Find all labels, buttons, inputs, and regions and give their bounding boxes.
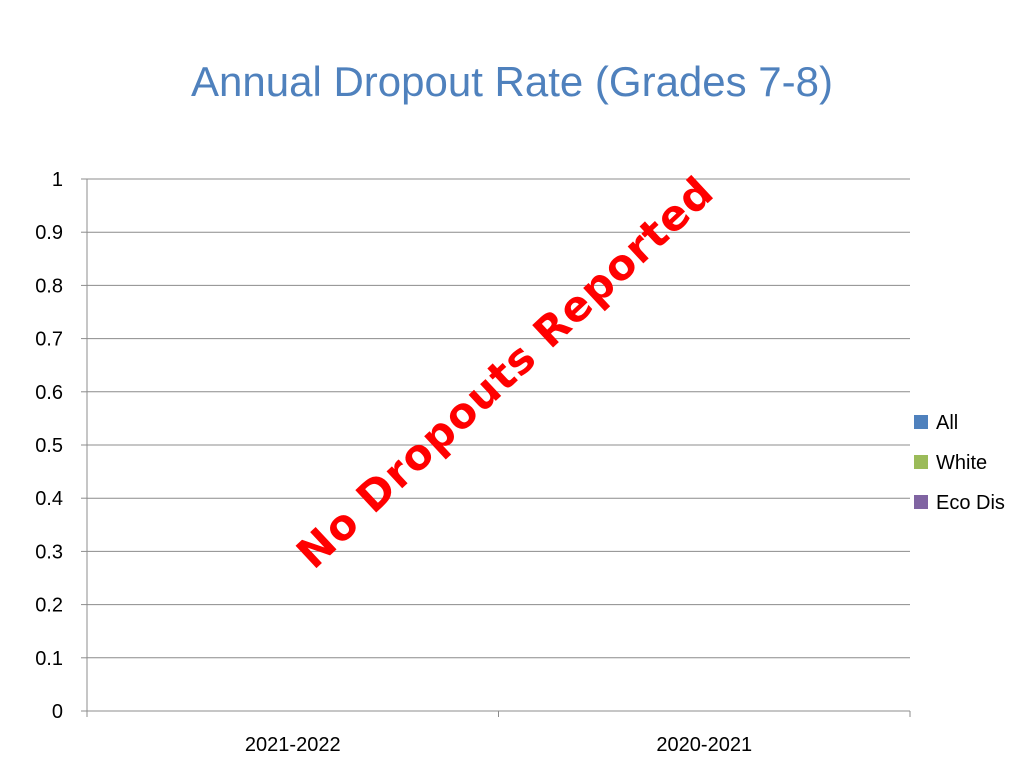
legend-swatch	[914, 415, 928, 429]
y-tick-label: 0.3	[35, 541, 63, 563]
y-tick-label: 0.4	[35, 488, 63, 510]
legend-label: All	[936, 412, 958, 434]
y-tick-label: 0.6	[35, 382, 63, 404]
no-dropouts-annotation: No Dropouts Reported	[287, 167, 723, 578]
y-tick-label: 0.5	[35, 435, 63, 457]
x-tick-label: 2020-2021	[656, 734, 752, 756]
y-tick-label: 0.2	[35, 595, 63, 617]
legend: All White Eco Dis	[914, 412, 1005, 514]
y-tick-label: 0.8	[35, 275, 63, 297]
y-tick-labels: 0 0.1 0.2 0.3 0.4 0.5 0.6 0.7 0.8 0.9 1	[35, 169, 87, 723]
y-tick-label: 0	[52, 701, 63, 723]
grid-lines	[87, 178, 910, 659]
legend-label: Eco Dis	[936, 492, 1005, 514]
legend-swatch	[914, 495, 928, 509]
legend-label: White	[936, 452, 987, 474]
y-tick-label: 1	[52, 169, 63, 191]
y-tick-label: 0.7	[35, 329, 63, 351]
x-tick-label: 2021-2022	[245, 734, 341, 756]
y-tick-label: 0.1	[35, 648, 63, 670]
chart-title: Annual Dropout Rate (Grades 7-8)	[191, 58, 833, 105]
x-tick-labels: 2021-2022 2020-2021	[86, 711, 911, 756]
legend-swatch	[914, 455, 928, 469]
y-tick-label: 0.9	[35, 222, 63, 244]
